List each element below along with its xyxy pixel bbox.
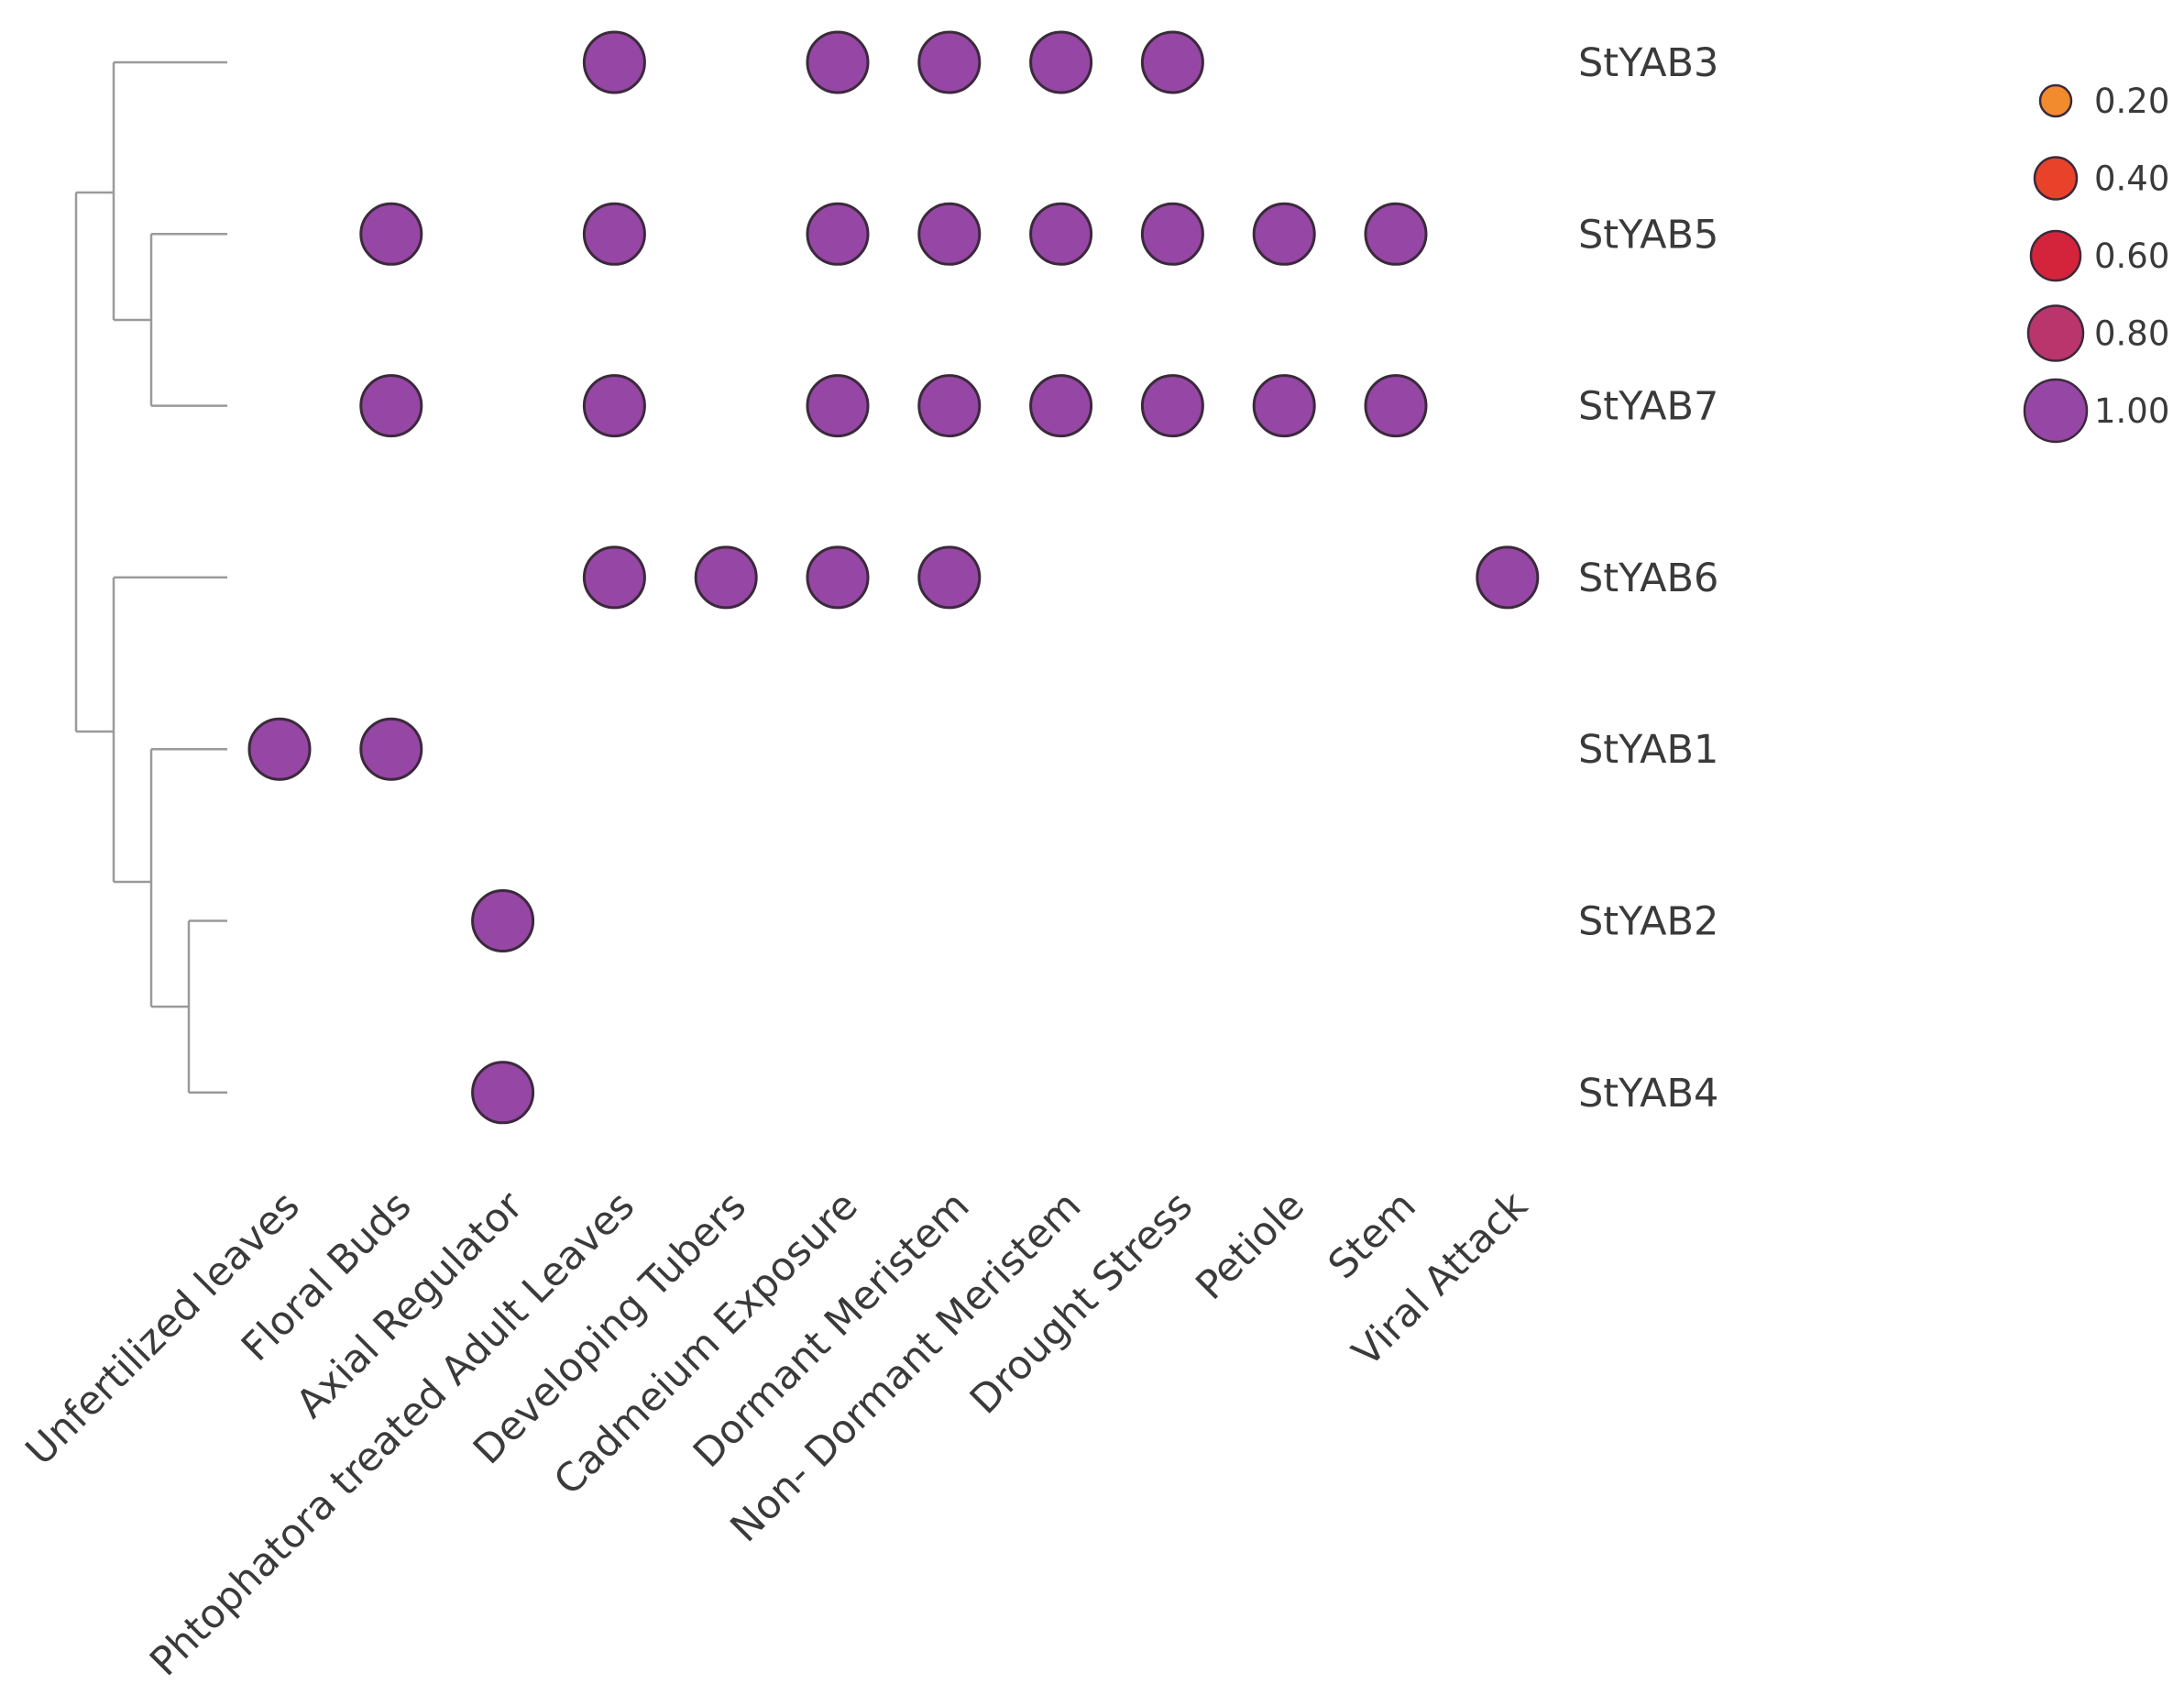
dot-StYAB4-2 xyxy=(471,1061,535,1125)
legend-label-0.20: 0.20 xyxy=(2094,82,2169,121)
dot-StYAB3-8 xyxy=(1140,30,1204,94)
condition-label-9: Petiole xyxy=(1188,1183,1313,1308)
size-color-legend: 0.20 0.40 0.60 0.80 1.00 xyxy=(2023,82,2169,444)
gene-label-StYAB1: StYAB1 xyxy=(1578,727,1718,773)
dot-StYAB7-9 xyxy=(1252,374,1316,438)
expression-dots xyxy=(247,30,1540,1125)
gene-dendrogram xyxy=(74,61,227,1095)
dot-StYAB7-6 xyxy=(917,374,982,438)
condition-label-10: Stem xyxy=(1320,1183,1425,1288)
dot-StYAB5-7 xyxy=(1029,202,1093,266)
dot-StYAB2-2 xyxy=(471,889,535,952)
gene-label-StYAB5: StYAB5 xyxy=(1578,212,1718,258)
dot-StYAB7-10 xyxy=(1364,374,1428,438)
legend-label-0.60: 0.60 xyxy=(2094,237,2169,276)
dot-StYAB1-1 xyxy=(359,717,423,781)
dot-StYAB6-11 xyxy=(1476,545,1540,610)
dot-StYAB7-5 xyxy=(806,374,870,438)
legend-dot-0.60 xyxy=(2029,229,2082,282)
gene-label-StYAB4: StYAB4 xyxy=(1578,1071,1718,1117)
dot-StYAB3-5 xyxy=(806,30,870,94)
dot-StYAB5-10 xyxy=(1364,202,1428,266)
dot-StYAB7-1 xyxy=(359,374,423,438)
gene-label-StYAB2: StYAB2 xyxy=(1578,899,1718,945)
dot-StYAB7-3 xyxy=(582,374,646,438)
legend-dot-1.00 xyxy=(2023,378,2089,444)
legend-label-1.00: 1.00 xyxy=(2094,391,2169,431)
dot-StYAB6-3 xyxy=(582,545,646,610)
legend-dot-0.80 xyxy=(2026,304,2085,362)
dot-StYAB5-6 xyxy=(917,202,982,266)
dot-StYAB3-7 xyxy=(1029,30,1093,94)
dot-StYAB5-3 xyxy=(582,202,646,266)
dot-StYAB5-1 xyxy=(359,202,423,266)
legend-dot-0.40 xyxy=(2033,156,2079,201)
dot-StYAB5-9 xyxy=(1252,202,1316,266)
dot-StYAB6-5 xyxy=(806,545,870,610)
dot-StYAB7-7 xyxy=(1029,374,1093,438)
dot-StYAB3-6 xyxy=(917,30,982,94)
legend-label-0.80: 0.80 xyxy=(2094,314,2169,354)
legend-dot-0.20 xyxy=(2038,83,2073,118)
gene-label-StYAB6: StYAB6 xyxy=(1578,556,1718,601)
gene-label-StYAB7: StYAB7 xyxy=(1578,384,1718,430)
dot-StYAB5-5 xyxy=(806,202,870,266)
dot-StYAB1-0 xyxy=(247,717,312,781)
gene-labels: StYAB3 StYAB5 StYAB7 StYAB6 StYAB1 StYAB2 StYA… xyxy=(1578,40,1718,1117)
gene-label-StYAB3: StYAB3 xyxy=(1578,40,1718,86)
dot-StYAB6-6 xyxy=(917,545,982,610)
dot-StYAB7-8 xyxy=(1140,374,1204,438)
dot-StYAB3-3 xyxy=(582,30,646,94)
dot-StYAB6-4 xyxy=(694,545,758,610)
dot-StYAB5-8 xyxy=(1140,202,1204,266)
legend-label-0.40: 0.40 xyxy=(2094,160,2169,199)
